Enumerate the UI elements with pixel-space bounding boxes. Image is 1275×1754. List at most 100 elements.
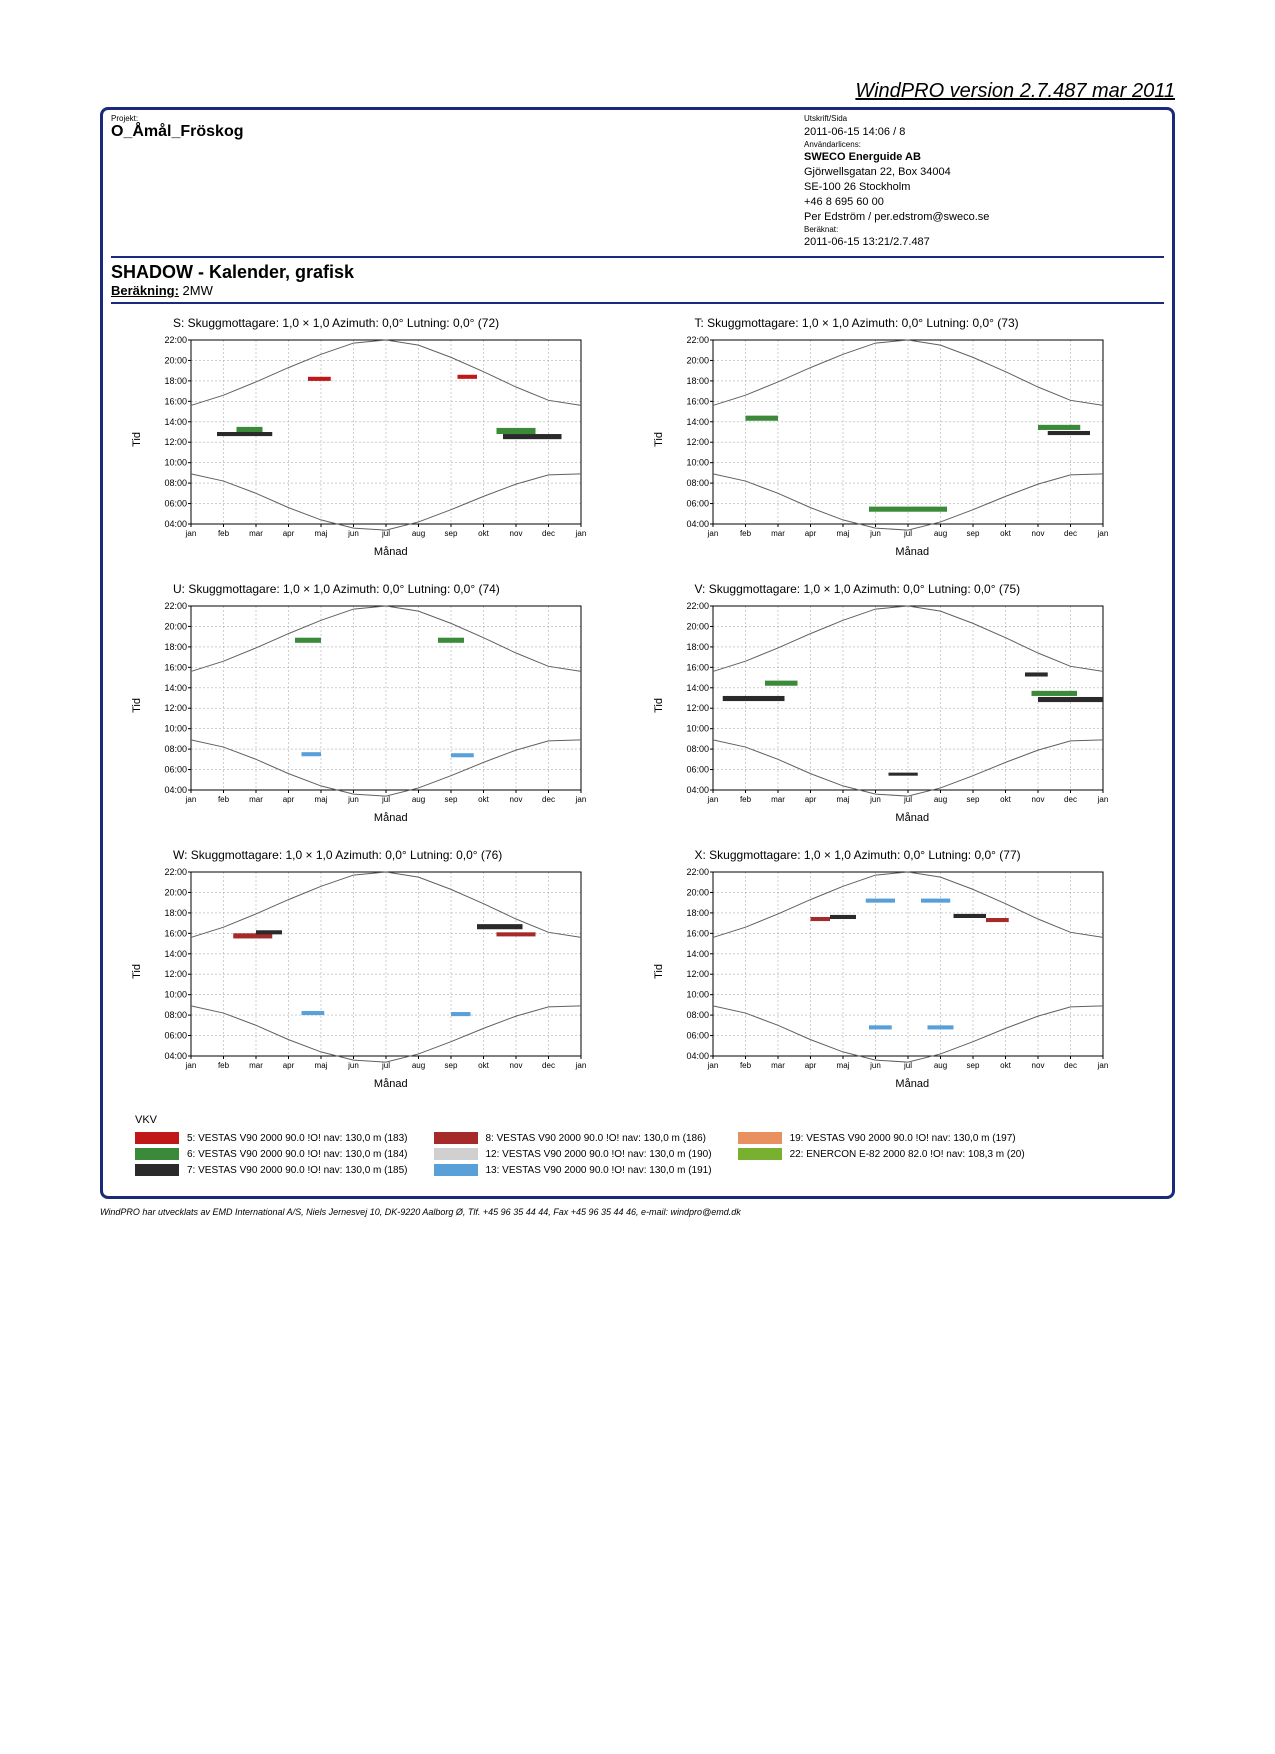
svg-text:08:00: 08:00 bbox=[164, 1010, 187, 1020]
svg-text:14:00: 14:00 bbox=[686, 417, 709, 427]
chart-panel: U: Skuggmottagare: 1,0 × 1,0 Azimuth: 0,… bbox=[131, 582, 623, 824]
chart-title: V: Skuggmottagare: 1,0 × 1,0 Azimuth: 0,… bbox=[695, 582, 1145, 596]
svg-text:dec: dec bbox=[1064, 795, 1077, 804]
svg-text:06:00: 06:00 bbox=[686, 499, 709, 509]
svg-text:08:00: 08:00 bbox=[686, 744, 709, 754]
svg-text:20:00: 20:00 bbox=[164, 356, 187, 366]
legend-swatch bbox=[135, 1132, 179, 1144]
svg-text:feb: feb bbox=[739, 1061, 751, 1070]
y-axis-label: Tid bbox=[653, 432, 671, 447]
chart-body: Tid 04:0006:0008:0010:0012:0014:0016:001… bbox=[131, 866, 623, 1076]
chart-title: W: Skuggmottagare: 1,0 × 1,0 Azimuth: 0,… bbox=[173, 848, 623, 862]
svg-text:okt: okt bbox=[478, 1061, 489, 1070]
svg-text:04:00: 04:00 bbox=[164, 1051, 187, 1061]
x-axis-label: Månad bbox=[681, 812, 1145, 824]
svg-text:jun: jun bbox=[869, 795, 881, 804]
svg-text:10:00: 10:00 bbox=[164, 458, 187, 468]
svg-text:04:00: 04:00 bbox=[164, 519, 187, 529]
svg-text:jan: jan bbox=[575, 529, 587, 538]
svg-text:22:00: 22:00 bbox=[164, 867, 187, 877]
svg-text:10:00: 10:00 bbox=[686, 990, 709, 1000]
svg-text:jan: jan bbox=[575, 795, 587, 804]
subtitle-value: 2MW bbox=[183, 283, 213, 298]
svg-text:aug: aug bbox=[412, 795, 425, 804]
charts-grid: S: Skuggmottagare: 1,0 × 1,0 Azimuth: 0,… bbox=[111, 316, 1164, 1090]
svg-text:20:00: 20:00 bbox=[686, 356, 709, 366]
svg-text:aug: aug bbox=[933, 795, 946, 804]
chart-svg: 04:0006:0008:0010:0012:0014:0016:0018:00… bbox=[671, 866, 1111, 1076]
chart-panel: S: Skuggmottagare: 1,0 × 1,0 Azimuth: 0,… bbox=[131, 316, 623, 558]
svg-text:jun: jun bbox=[347, 795, 359, 804]
chart-body: Tid 04:0006:0008:0010:0012:0014:0016:001… bbox=[653, 334, 1145, 544]
legend-label: 7: VESTAS V90 2000 90.0 !O! nav: 130,0 m… bbox=[187, 1165, 408, 1176]
address1: Gjörwellsgatan 22, Box 34004 bbox=[804, 165, 1164, 180]
svg-text:feb: feb bbox=[218, 795, 230, 804]
svg-text:16:00: 16:00 bbox=[164, 663, 187, 673]
y-axis-label: Tid bbox=[653, 964, 671, 979]
svg-text:dec: dec bbox=[542, 529, 555, 538]
svg-text:jan: jan bbox=[706, 1061, 718, 1070]
svg-text:nov: nov bbox=[510, 1061, 523, 1070]
svg-text:mar: mar bbox=[249, 1061, 263, 1070]
svg-text:06:00: 06:00 bbox=[164, 1031, 187, 1041]
svg-text:14:00: 14:00 bbox=[164, 683, 187, 693]
svg-text:10:00: 10:00 bbox=[164, 990, 187, 1000]
legend-label: 19: VESTAS V90 2000 90.0 !O! nav: 130,0 … bbox=[790, 1133, 1016, 1144]
svg-text:nov: nov bbox=[510, 529, 523, 538]
legend-column: 8: VESTAS V90 2000 90.0 !O! nav: 130,0 m… bbox=[434, 1132, 712, 1176]
svg-text:sep: sep bbox=[445, 1061, 458, 1070]
legend-item: 22: ENERCON E-82 2000 82.0 !O! nav: 108,… bbox=[738, 1148, 1025, 1160]
legend-column: 19: VESTAS V90 2000 90.0 !O! nav: 130,0 … bbox=[738, 1132, 1025, 1176]
y-axis-label: Tid bbox=[131, 964, 149, 979]
legend-item: 5: VESTAS V90 2000 90.0 !O! nav: 130,0 m… bbox=[135, 1132, 408, 1144]
svg-text:feb: feb bbox=[739, 795, 751, 804]
svg-text:20:00: 20:00 bbox=[164, 622, 187, 632]
legend-item: 12: VESTAS V90 2000 90.0 !O! nav: 130,0 … bbox=[434, 1148, 712, 1160]
legend-column: 5: VESTAS V90 2000 90.0 !O! nav: 130,0 m… bbox=[135, 1132, 408, 1176]
subtitle-label: Beräkning: bbox=[111, 283, 179, 298]
legend-label: 5: VESTAS V90 2000 90.0 !O! nav: 130,0 m… bbox=[187, 1133, 408, 1144]
y-axis-label: Tid bbox=[653, 698, 671, 713]
svg-text:22:00: 22:00 bbox=[686, 335, 709, 345]
legend-title: VKV bbox=[135, 1114, 1140, 1126]
svg-text:mar: mar bbox=[771, 529, 785, 538]
svg-text:12:00: 12:00 bbox=[164, 704, 187, 714]
svg-text:feb: feb bbox=[739, 529, 751, 538]
chart-title: U: Skuggmottagare: 1,0 × 1,0 Azimuth: 0,… bbox=[173, 582, 623, 596]
svg-text:aug: aug bbox=[412, 1061, 425, 1070]
chart-svg: 04:0006:0008:0010:0012:0014:0016:0018:00… bbox=[149, 866, 589, 1076]
legend-item: 19: VESTAS V90 2000 90.0 !O! nav: 130,0 … bbox=[738, 1132, 1025, 1144]
legend-item: 7: VESTAS V90 2000 90.0 !O! nav: 130,0 m… bbox=[135, 1164, 408, 1176]
footer-text: WindPRO har utvecklats av EMD Internatio… bbox=[100, 1207, 1175, 1217]
svg-text:18:00: 18:00 bbox=[686, 908, 709, 918]
svg-text:apr: apr bbox=[283, 529, 295, 538]
svg-text:16:00: 16:00 bbox=[686, 397, 709, 407]
x-axis-label: Månad bbox=[681, 1078, 1145, 1090]
svg-text:nov: nov bbox=[510, 795, 523, 804]
legend-item: 6: VESTAS V90 2000 90.0 !O! nav: 130,0 m… bbox=[135, 1148, 408, 1160]
svg-text:maj: maj bbox=[315, 795, 328, 804]
svg-text:maj: maj bbox=[836, 795, 849, 804]
print-label: Utskrift/Sida bbox=[804, 114, 1164, 125]
svg-text:jan: jan bbox=[706, 529, 718, 538]
page: WindPRO version 2.7.487 mar 2011 Projekt… bbox=[0, 0, 1275, 1754]
project-label: Projekt: bbox=[111, 114, 804, 123]
svg-text:18:00: 18:00 bbox=[686, 642, 709, 652]
legend-label: 13: VESTAS V90 2000 90.0 !O! nav: 130,0 … bbox=[486, 1165, 712, 1176]
svg-text:apr: apr bbox=[804, 1061, 816, 1070]
report-title: SHADOW - Kalender, grafisk bbox=[111, 262, 1164, 283]
svg-text:mar: mar bbox=[249, 529, 263, 538]
svg-text:12:00: 12:00 bbox=[164, 438, 187, 448]
svg-text:18:00: 18:00 bbox=[164, 642, 187, 652]
svg-text:12:00: 12:00 bbox=[686, 704, 709, 714]
chart-panel: V: Skuggmottagare: 1,0 × 1,0 Azimuth: 0,… bbox=[653, 582, 1145, 824]
header-block: Projekt: O_Åmål_Fröskog Utskrift/Sida 20… bbox=[111, 114, 1164, 258]
svg-text:maj: maj bbox=[315, 1061, 328, 1070]
svg-text:maj: maj bbox=[315, 529, 328, 538]
svg-text:06:00: 06:00 bbox=[686, 1031, 709, 1041]
svg-text:12:00: 12:00 bbox=[686, 438, 709, 448]
chart-body: Tid 04:0006:0008:0010:0012:0014:0016:001… bbox=[653, 600, 1145, 810]
legend-swatch bbox=[434, 1132, 478, 1144]
svg-text:okt: okt bbox=[478, 795, 489, 804]
svg-text:sep: sep bbox=[966, 1061, 979, 1070]
